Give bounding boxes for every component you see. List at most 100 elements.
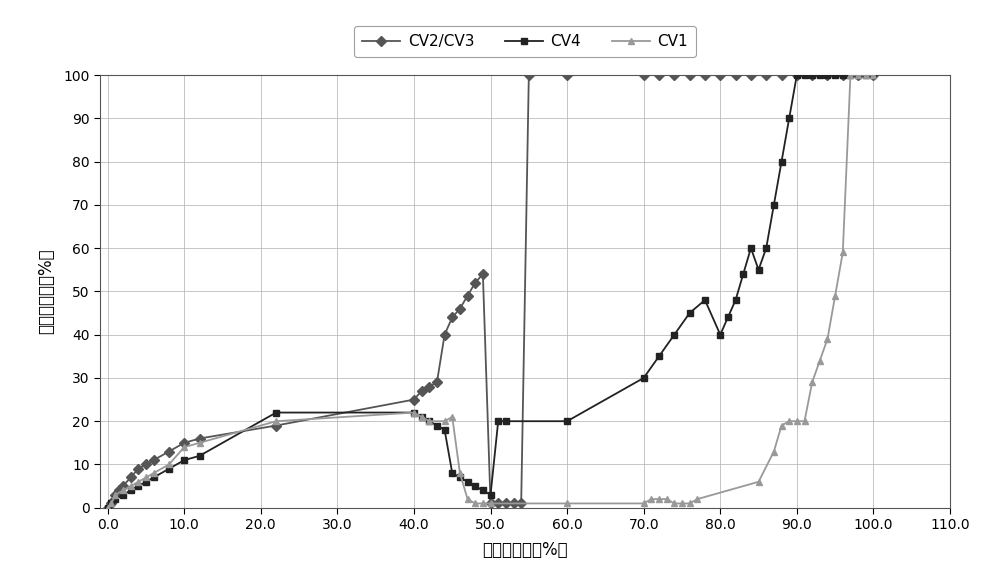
CV2/CV3 (837, 72, 849, 78)
CV1 (852, 72, 864, 78)
CV1 (105, 500, 117, 507)
CV2/CV3 (791, 72, 803, 78)
CV2/CV3 (515, 500, 527, 507)
CV1 (194, 440, 206, 447)
CV2/CV3 (730, 72, 742, 78)
CV1 (102, 504, 114, 511)
CV1 (676, 500, 688, 507)
CV4 (102, 504, 114, 511)
CV2/CV3 (745, 72, 757, 78)
CV4 (125, 487, 137, 494)
CV2/CV3 (653, 72, 665, 78)
CV2/CV3 (408, 396, 420, 403)
CV1 (125, 482, 137, 489)
CV2/CV3 (178, 440, 190, 447)
CV1 (416, 413, 428, 420)
CV1 (791, 418, 803, 425)
CV2/CV3 (523, 72, 535, 78)
CV4 (500, 418, 512, 425)
CV2/CV3 (668, 72, 680, 78)
CV2/CV3 (446, 314, 458, 321)
CV1 (454, 470, 466, 477)
CV1 (140, 474, 152, 481)
CV2/CV3 (125, 474, 137, 481)
CV1 (477, 500, 489, 507)
CV1 (684, 500, 696, 507)
CV2/CV3 (638, 72, 650, 78)
CV1 (148, 470, 160, 477)
CV1 (661, 496, 673, 503)
Line: CV2/CV3: CV2/CV3 (104, 72, 877, 511)
CV2/CV3 (760, 72, 772, 78)
CV2/CV3 (699, 72, 711, 78)
CV1 (768, 448, 780, 455)
CV1 (776, 422, 788, 429)
CV4 (730, 297, 742, 304)
CV2/CV3 (148, 457, 160, 464)
CV1 (423, 418, 435, 425)
CV1 (638, 500, 650, 507)
CV1 (844, 72, 856, 78)
CV2/CV3 (500, 500, 512, 507)
CV1 (439, 418, 451, 425)
CV1 (485, 500, 497, 507)
CV2/CV3 (561, 72, 573, 78)
CV2/CV3 (684, 72, 696, 78)
CV4 (867, 72, 879, 78)
CV4 (454, 474, 466, 481)
CV1 (270, 418, 282, 425)
CV1 (645, 496, 657, 503)
CV1 (860, 72, 872, 78)
CV2/CV3 (454, 305, 466, 312)
CV2/CV3 (102, 504, 114, 511)
CV1 (561, 500, 573, 507)
CV2/CV3 (416, 388, 428, 395)
CV1 (814, 357, 826, 364)
CV1 (837, 249, 849, 256)
CV2/CV3 (852, 72, 864, 78)
Y-axis label: 高调阀开度（%）: 高调阀开度（%） (37, 249, 55, 334)
CV1 (178, 444, 190, 451)
CV2/CV3 (423, 383, 435, 390)
CV1 (783, 418, 795, 425)
CV2/CV3 (194, 435, 206, 442)
X-axis label: 总阀位指令（%）: 总阀位指令（%） (482, 541, 568, 559)
CV4 (714, 331, 726, 338)
CV2/CV3 (105, 500, 117, 507)
CV2/CV3 (140, 461, 152, 468)
CV1 (132, 478, 144, 485)
CV1 (668, 500, 680, 507)
Legend: CV2/CV3, CV4, CV1: CV2/CV3, CV4, CV1 (354, 27, 696, 57)
CV1 (446, 413, 458, 420)
CV2/CV3 (492, 500, 504, 507)
CV4 (844, 72, 856, 78)
CV1 (806, 379, 818, 386)
CV2/CV3 (462, 293, 474, 299)
CV2/CV3 (776, 72, 788, 78)
CV2/CV3 (867, 72, 879, 78)
CV2/CV3 (485, 500, 497, 507)
CV1 (117, 487, 129, 494)
CV2/CV3 (163, 448, 175, 455)
CV1 (753, 478, 765, 485)
CV2/CV3 (469, 279, 481, 286)
CV2/CV3 (714, 72, 726, 78)
CV2/CV3 (431, 379, 443, 386)
Line: CV4: CV4 (104, 72, 877, 511)
CV1 (691, 496, 703, 503)
CV1 (799, 418, 811, 425)
CV2/CV3 (439, 331, 451, 338)
CV1 (462, 496, 474, 503)
CV1 (829, 293, 841, 299)
CV1 (821, 336, 833, 343)
CV2/CV3 (109, 492, 121, 499)
CV2/CV3 (113, 487, 125, 494)
CV1 (653, 496, 665, 503)
CV4 (791, 72, 803, 78)
CV2/CV3 (806, 72, 818, 78)
CV2/CV3 (821, 72, 833, 78)
CV2/CV3 (117, 482, 129, 489)
CV1 (109, 492, 121, 499)
Line: CV1: CV1 (104, 72, 877, 511)
CV1 (163, 461, 175, 468)
